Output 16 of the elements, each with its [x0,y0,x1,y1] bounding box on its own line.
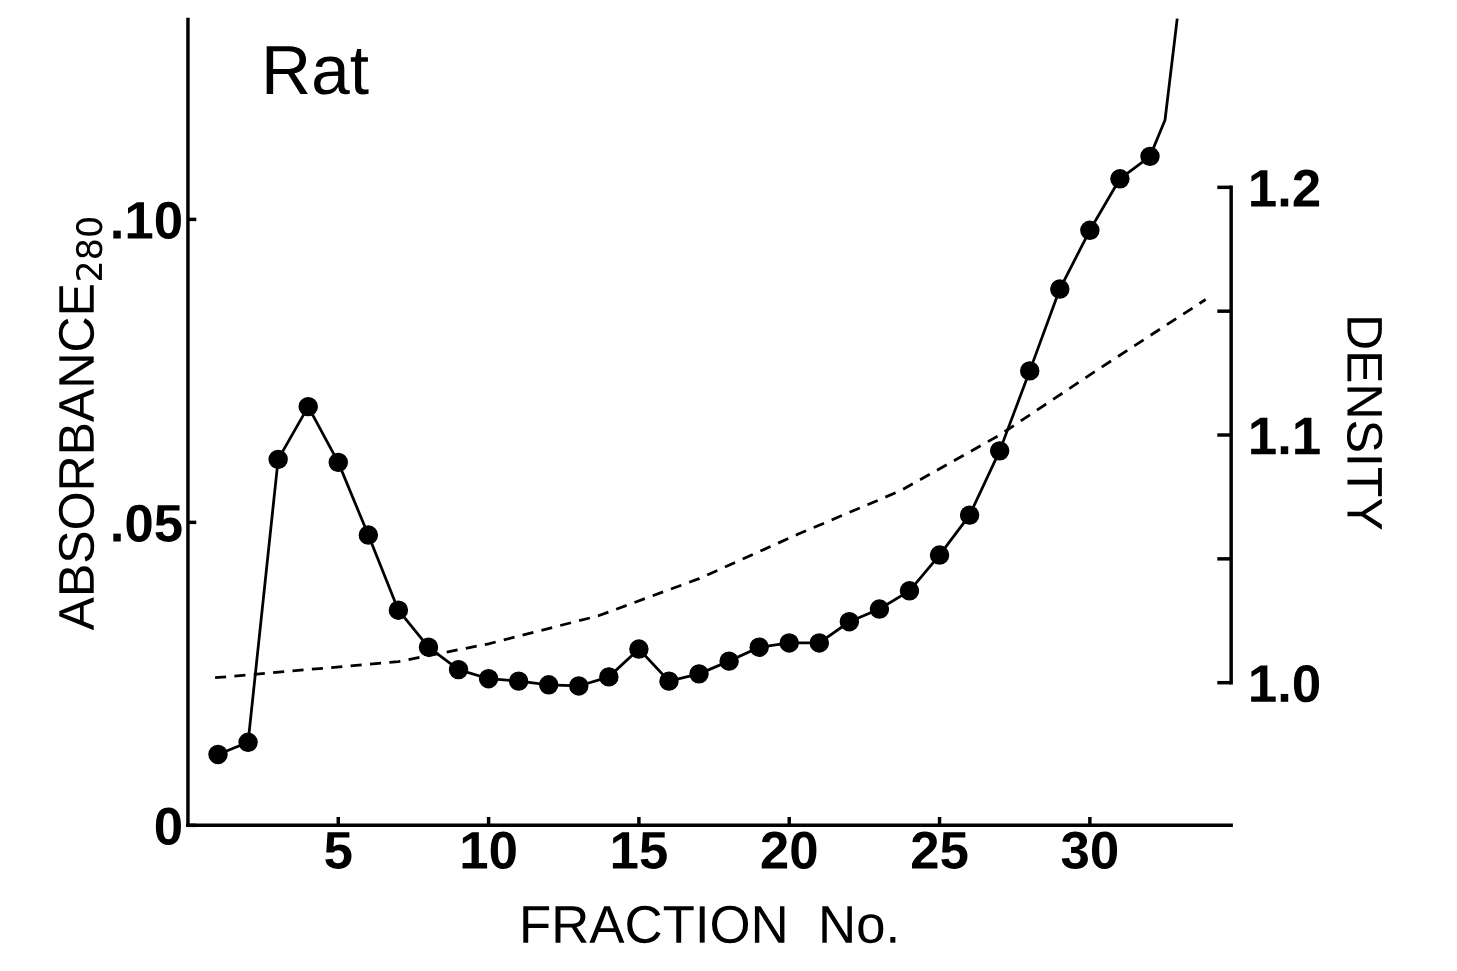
y2-tick-label: 1.0 [1251,664,1320,703]
y-axis-title: ABSORBANCE$_{280}$ [58,218,103,631]
y2-tick-label: 1.2 [1251,169,1320,207]
x-tick-label: 10 [462,831,516,869]
chart-title: Rat [266,46,369,95]
x-tick-label: 5 [325,832,352,869]
y-tick-label: .10 [113,201,181,240]
y-tick-label: 0 [155,807,181,845]
y-tick-label: .05 [113,504,182,543]
y2-tick-label: 1.1 [1251,417,1320,455]
x-tick-label: 15 [612,832,667,869]
x-tick-label: 25 [912,831,968,869]
y2-axis-title: DENSITY [1346,318,1383,530]
x-tick-label: 30 [1061,831,1118,870]
x-axis-title: FRACTION No. [523,905,896,944]
x-tick-label: 20 [761,831,817,869]
